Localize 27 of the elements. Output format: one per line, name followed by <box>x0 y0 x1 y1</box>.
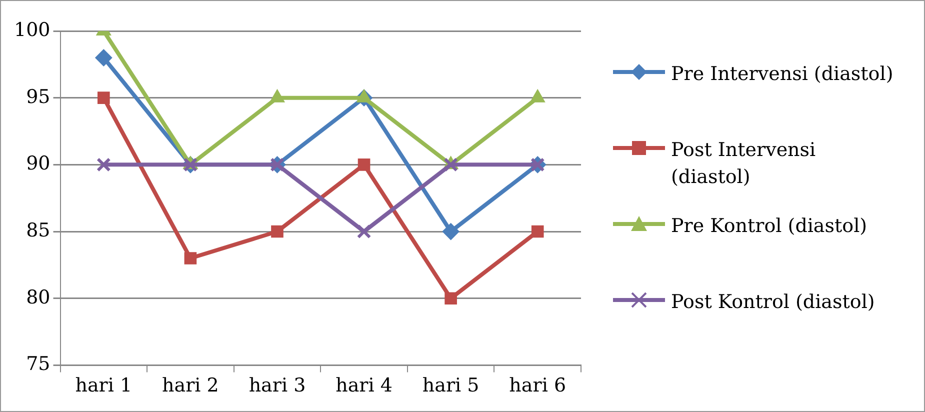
y-tick-label: 80 <box>26 286 50 308</box>
x-tick-label: hari 1 <box>75 374 132 397</box>
legend-label: Pre Intervensi (diastol) <box>671 62 894 87</box>
point <box>96 158 111 172</box>
x-tick-label: hari 5 <box>422 374 480 397</box>
legend-label: Pre Kontrol (diastol) <box>671 214 868 239</box>
point <box>444 158 458 172</box>
y-tick-label: 100 <box>14 18 50 41</box>
point <box>184 252 197 264</box>
y-tick-label: 90 <box>26 152 50 175</box>
point <box>356 224 372 239</box>
point <box>531 225 544 238</box>
point <box>98 92 110 104</box>
x-tick-label: hari 2 <box>162 374 219 397</box>
legend-label: Post Intervensi (diastol) <box>671 138 817 190</box>
x-tick-label: hari 6 <box>509 374 566 397</box>
point <box>442 223 460 240</box>
point <box>95 49 112 66</box>
point <box>271 225 284 238</box>
y-tick-label: 75 <box>26 353 50 376</box>
y-tick-label: 95 <box>26 86 50 108</box>
y-tick-label: 85 <box>26 219 50 242</box>
point <box>358 158 370 171</box>
legend-label: Post Kontrol (diastol) <box>671 290 876 315</box>
x-tick-label: hari 4 <box>336 374 392 397</box>
x-tick-label: hari 3 <box>248 374 306 397</box>
point <box>444 292 457 305</box>
